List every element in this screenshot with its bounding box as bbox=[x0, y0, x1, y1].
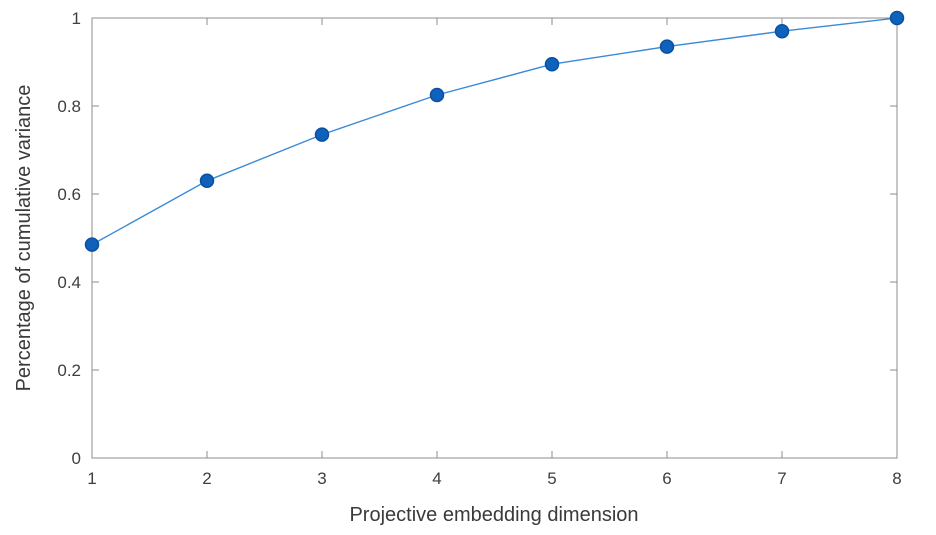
data-point-marker bbox=[84, 237, 100, 252]
y-tick-label: 0.8 bbox=[57, 97, 81, 116]
x-tick-label: 6 bbox=[662, 469, 671, 488]
data-point-marker bbox=[314, 127, 330, 142]
y-tick-label: 0.4 bbox=[57, 273, 81, 292]
data-point-marker bbox=[199, 173, 215, 189]
x-tick-label: 8 bbox=[892, 469, 901, 488]
y-tick-label: 0 bbox=[72, 449, 81, 468]
data-point-marker bbox=[889, 10, 905, 26]
x-tick-label: 5 bbox=[547, 469, 556, 488]
data-point-marker bbox=[659, 39, 675, 54]
y-tick-label: 0.6 bbox=[57, 185, 81, 204]
x-axis-label: Projective embedding dimension bbox=[349, 504, 638, 526]
x-tick-label: 3 bbox=[317, 469, 326, 488]
y-tick-label: 0.2 bbox=[57, 361, 81, 380]
x-tick-label: 4 bbox=[432, 469, 441, 488]
data-point-marker bbox=[429, 87, 445, 103]
series-line bbox=[91, 17, 898, 246]
plot-contents: 1 2 3 4 5 6 7 8 0 0.2 0.4 0.6 0.8 1 bbox=[57, 9, 905, 488]
x-tick-label: 7 bbox=[777, 469, 786, 488]
x-tick-label: 2 bbox=[202, 469, 211, 488]
y-axis-label: Percentage of cumulative variance bbox=[13, 85, 35, 392]
x-tick-label: 1 bbox=[87, 469, 96, 488]
plot-frame bbox=[91, 17, 898, 459]
data-point-marker bbox=[774, 23, 790, 39]
y-tick-label: 1 bbox=[72, 9, 81, 28]
data-point-marker bbox=[544, 56, 560, 72]
